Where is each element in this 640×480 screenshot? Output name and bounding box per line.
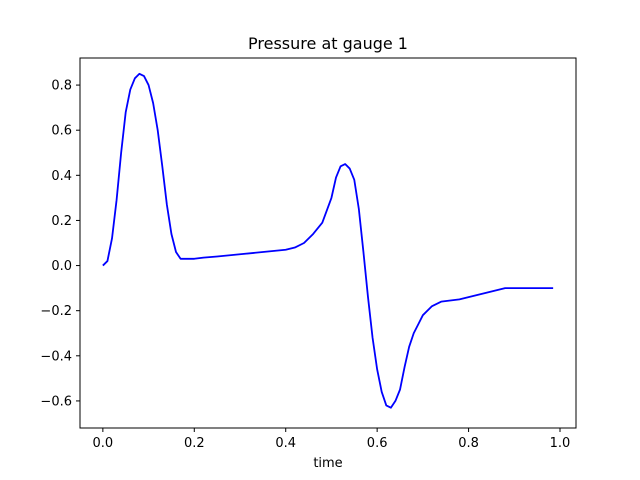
x-tick-label: 0.4 (275, 436, 296, 451)
y-axis-ticks: −0.6 −0.4 −0.2 0.0 0.2 0.4 0.6 0.8 (40, 79, 80, 409)
y-tick-label: 0.0 (51, 259, 72, 274)
x-tick-label: 0.0 (93, 436, 114, 451)
x-tick-label: 0.8 (458, 436, 479, 451)
plot-area (80, 58, 576, 428)
y-tick-label: 0.8 (51, 79, 72, 94)
y-tick-label: 0.6 (51, 124, 72, 139)
plot-frame (79, 57, 577, 429)
y-tick-label: −0.4 (40, 349, 72, 364)
y-tick-label: −0.2 (40, 304, 72, 319)
y-tick-label: −0.6 (40, 394, 72, 409)
x-tick-label: 0.6 (367, 436, 388, 451)
y-tick-label: 0.4 (51, 169, 72, 184)
x-tick-label: 1.0 (550, 436, 571, 451)
x-axis-ticks: 0.0 0.2 0.4 0.6 0.8 1.0 (93, 428, 571, 451)
x-axis-label: time (313, 456, 342, 471)
series-line (102, 72, 554, 409)
x-tick-label: 0.2 (184, 436, 205, 451)
y-tick-label: 0.2 (51, 214, 72, 229)
chart-title: Pressure at gauge 1 (248, 34, 408, 53)
